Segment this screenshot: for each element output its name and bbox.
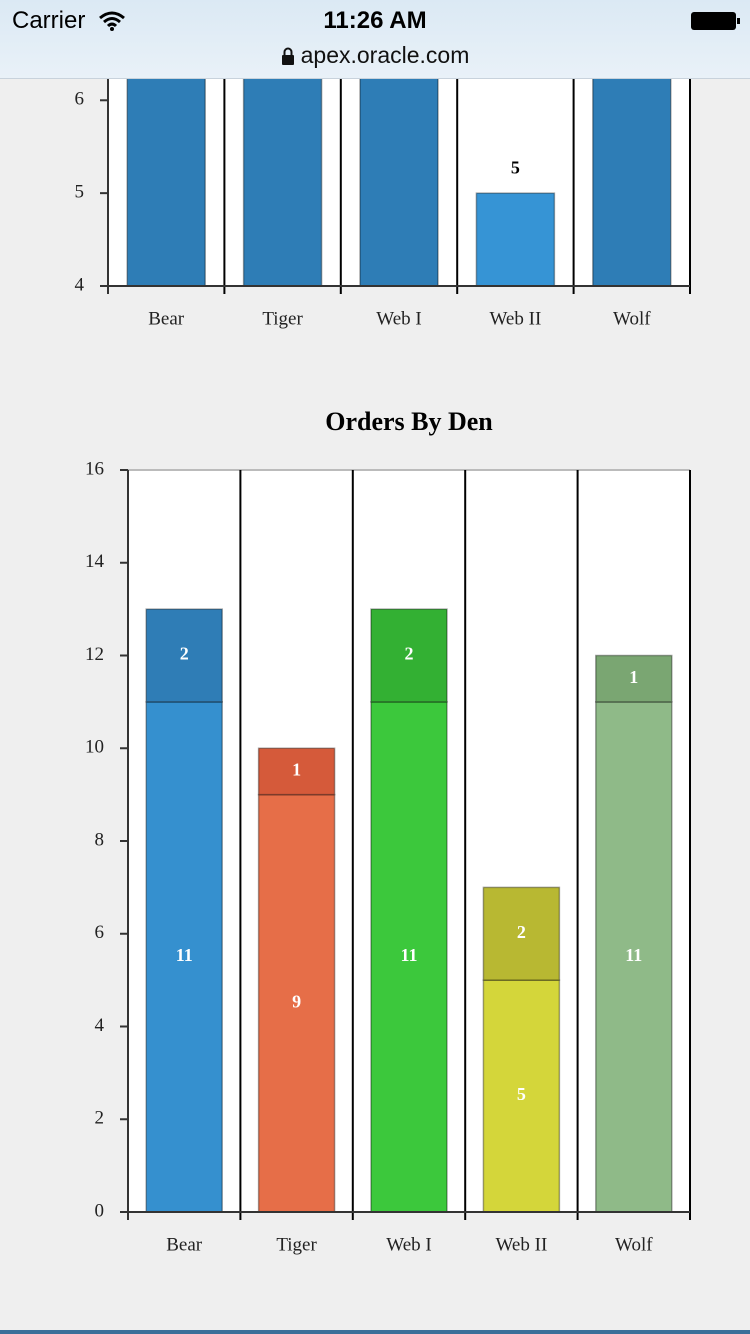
plot: 11 9 11 5 11 2 1 2 2 1 [145, 608, 673, 1212]
bar-segment [257, 747, 336, 796]
y-tick-label: 8 [95, 829, 105, 850]
y-tick-label: 5 [75, 182, 85, 203]
x-tick-label: Bear [148, 308, 185, 329]
y-tick-label: 6 [75, 89, 85, 110]
bar-segment [257, 793, 336, 1212]
data-label: 2 [517, 922, 526, 942]
wifi-icon [99, 11, 125, 31]
data-label: 11 [176, 945, 193, 965]
x-tick-label: Web II [490, 308, 542, 329]
y-tick-label: 10 [85, 737, 104, 758]
bottom-bar [0, 1330, 750, 1334]
y-tick-label: 12 [85, 644, 104, 665]
lock-icon [281, 47, 294, 65]
data-label: 11 [625, 945, 642, 965]
data-label: 2 [405, 644, 414, 664]
y-tick-label: 14 [85, 551, 105, 572]
bar [126, 78, 206, 286]
bar-segment [145, 608, 223, 703]
bar [475, 192, 556, 286]
y-tick-label: 6 [95, 922, 105, 943]
data-label: 9 [292, 991, 301, 1011]
data-label: 1 [629, 667, 638, 687]
x-tick-label: Wolf [613, 308, 651, 329]
url-text: apex.oracle.com [300, 42, 470, 68]
data-label: 1 [292, 760, 301, 780]
bar [359, 78, 439, 286]
bar [592, 78, 672, 286]
bar-segment [595, 654, 673, 703]
carrier: Carrier [12, 7, 86, 34]
chart-title: Orders By Den [325, 407, 493, 436]
x-tick-label: Web I [386, 1234, 431, 1255]
bar-segment [370, 608, 448, 703]
bar-segment [595, 701, 673, 1212]
battery-icon [691, 12, 740, 30]
data-label: 5 [511, 157, 520, 177]
data-label: 5 [517, 1084, 526, 1104]
y-tick-label: 0 [95, 1200, 105, 1221]
bar-segment [482, 886, 561, 981]
y-tick-label: 4 [95, 1015, 105, 1036]
bar-segment [370, 701, 448, 1212]
y-tick-label: 4 [75, 274, 85, 295]
clock: 11:26 AM [323, 7, 427, 34]
browser-header: Carrier 11:26 AM apex.oracle.com [0, 0, 750, 79]
y-tick-label: 2 [95, 1108, 105, 1129]
bar-segment [145, 701, 223, 1212]
url-bar[interactable]: apex.oracle.com [0, 42, 750, 69]
x-tick-label: Tiger [276, 1234, 317, 1255]
y-tick-label: 16 [85, 458, 104, 479]
x-tick-label: Bear [166, 1234, 203, 1255]
x-tick-label: Tiger [262, 308, 303, 329]
x-tick-label: Web I [376, 308, 421, 329]
data-label: 2 [180, 644, 189, 664]
x-tick-label: Wolf [615, 1234, 653, 1255]
x-tick-label: Web II [496, 1234, 548, 1255]
data-label: 11 [400, 945, 417, 965]
chart: Orders By Den11911511212210246810121416B… [85, 407, 691, 1255]
